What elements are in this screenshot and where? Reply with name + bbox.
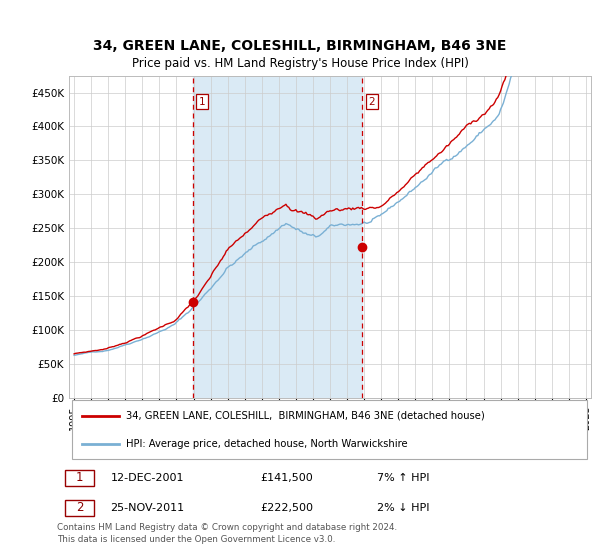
Text: £141,500: £141,500 [260,473,313,483]
Text: 34, GREEN LANE, COLESHILL, BIRMINGHAM, B46 3NE: 34, GREEN LANE, COLESHILL, BIRMINGHAM, B… [94,39,506,53]
Text: 2: 2 [368,96,375,106]
Text: HPI: Average price, detached house, North Warwickshire: HPI: Average price, detached house, Nort… [127,439,408,449]
Bar [193,76,362,398]
Text: £222,500: £222,500 [260,503,313,513]
Text: 7% ↑ HPI: 7% ↑ HPI [377,473,430,483]
Text: 2% ↓ HPI: 2% ↓ HPI [377,503,430,513]
Text: Contains HM Land Registry data © Crown copyright and database right 2024.
This d: Contains HM Land Registry data © Crown c… [57,522,397,544]
Text: 34, GREEN LANE, COLESHILL,  BIRMINGHAM, B46 3NE (detached house): 34, GREEN LANE, COLESHILL, BIRMINGHAM, B… [127,410,485,421]
Text: 25-NOV-2011: 25-NOV-2011 [110,503,185,513]
FancyBboxPatch shape [65,470,94,486]
Text: 1: 1 [199,96,205,106]
Text: 2: 2 [76,501,83,515]
Text: Price paid vs. HM Land Registry's House Price Index (HPI): Price paid vs. HM Land Registry's House … [131,57,469,70]
FancyBboxPatch shape [65,500,94,516]
FancyBboxPatch shape [71,400,587,459]
Text: 1: 1 [76,472,83,484]
Text: 12-DEC-2001: 12-DEC-2001 [110,473,184,483]
